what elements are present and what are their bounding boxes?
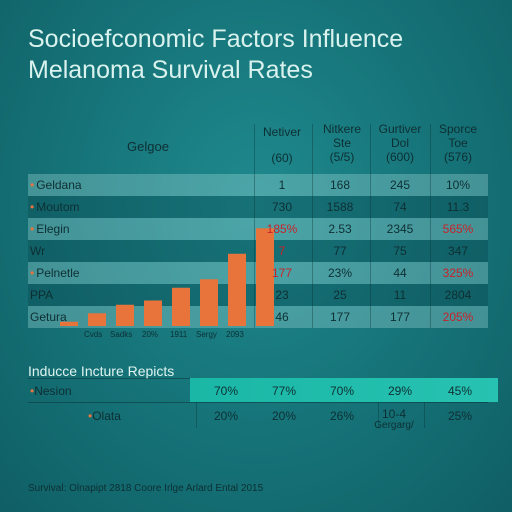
cell-7-4: 205% — [442, 310, 474, 324]
cell-7-3: 177 — [389, 310, 411, 324]
row-label-4: Wr — [30, 240, 45, 262]
row-label-1: • Geldana — [30, 174, 82, 196]
lower-row-label-1: •Nesion — [30, 384, 72, 398]
cell-4-3: 75 — [393, 244, 407, 258]
cell-5-2: 23% — [327, 266, 353, 280]
row-label-text: Moutom — [36, 200, 80, 214]
lower-cell-2-3: 26% — [329, 409, 355, 423]
cell-6-4: 2804 — [444, 288, 472, 302]
title-line-1: Socioefconomic Factors Influence — [28, 25, 404, 53]
lower-vline-1 — [196, 402, 197, 428]
row-label-text: Wr — [30, 244, 46, 258]
row-label-text: Pelnetle — [36, 266, 80, 280]
row-band-2 — [28, 196, 488, 218]
bullet-icon: • — [30, 266, 35, 280]
cell-5-1: 177 — [271, 266, 293, 280]
col-header-2-mid: Ste — [332, 136, 351, 150]
x-tick-label-5: Sergy — [196, 330, 217, 339]
grid-vline-2 — [312, 124, 313, 328]
title-line-2: Melanoma Survival Rates — [28, 56, 313, 84]
cell-6-2: 25 — [333, 288, 347, 302]
col-header-3: Gurtiver Dol (600) — [372, 122, 428, 164]
col-header-4-bottom: (576) — [443, 150, 472, 164]
cell-4-1: 7 — [278, 244, 286, 258]
cell-7-2: 177 — [329, 310, 351, 324]
grid-vline-1 — [254, 124, 255, 328]
lower-row-label-2-text: Olata — [92, 409, 121, 423]
grid-vline-4 — [430, 124, 431, 328]
cell-6-1: 23 — [275, 288, 289, 302]
cell-4-4: 347 — [447, 244, 469, 258]
col-header-4-mid: Toe — [448, 136, 468, 150]
x-tick-label-6: 2093 — [226, 330, 244, 339]
row-label-5: • Pelnetle — [30, 262, 80, 284]
cell-2-2: 1588 — [326, 200, 354, 214]
row-label-2: • Moutom — [30, 196, 80, 218]
cell-5-3: 44 — [393, 266, 407, 280]
lower-row-label-2: •Olata — [88, 409, 121, 423]
lower-section-title: Inducce Incture Repicts — [28, 363, 175, 379]
x-tick-label-3: 20% — [142, 330, 159, 339]
upper-label-header: Gelgoe — [127, 139, 169, 154]
col-header-2: Nitkere Ste (5/5) — [314, 122, 370, 164]
cell-3-1: 185% — [266, 222, 298, 236]
lower-highlight-band — [190, 378, 498, 402]
lower-vline-2 — [378, 402, 379, 428]
lower-cell-2-2: 20% — [271, 409, 297, 423]
cell-2-4: 11.3 — [446, 200, 470, 214]
lower-cell-1-4: 29% — [387, 384, 413, 398]
col-header-4: Sporce Toe (576) — [430, 122, 486, 164]
lower-cell-2-1: 20% — [213, 409, 239, 423]
source-footer: Survival: Olnapipt 2818 Coore Irlge Arla… — [28, 483, 264, 494]
x-tick-label-2: Sadks — [110, 330, 133, 339]
row-label-6: PPA — [30, 284, 53, 306]
grid-vline-3 — [370, 124, 371, 328]
row-label-text: PPA — [30, 288, 54, 302]
row-label-text: Geldana — [36, 178, 82, 192]
col-header-1-top: Netiver — [262, 125, 301, 139]
lower-cell-1-1: 70% — [213, 384, 239, 398]
cell-1-2: 168 — [329, 178, 351, 192]
cell-1-1: 1 — [278, 178, 286, 192]
col-header-2-bottom: (5/5) — [329, 150, 355, 164]
lower-vline-3 — [424, 402, 425, 428]
col-header-3-top: Gurtiver — [378, 122, 422, 136]
lower-sub-note: Gergarg/ — [374, 420, 414, 431]
lower-cell-2-4: 10-4 — [381, 407, 407, 421]
lower-cell-1-5: 45% — [447, 384, 473, 398]
lower-cell-1-2: 77% — [271, 384, 297, 398]
row-label-7: Getura — [30, 306, 67, 328]
bullet-icon: • — [30, 222, 35, 236]
lower-row-label-1-text: Nesion — [34, 384, 72, 398]
cell-3-4: 565% — [442, 222, 474, 236]
bullet-icon: • — [30, 178, 35, 192]
row-label-text: Getura — [30, 310, 67, 324]
cell-2-3: 74 — [393, 200, 407, 214]
cell-3-2: 2.53 — [328, 222, 352, 236]
chart-title: Socioefconomic Factors Influence Melanom… — [28, 24, 498, 86]
cell-1-4: 10% — [445, 178, 471, 192]
row-label-3: • Elegin — [30, 218, 70, 240]
col-header-4-top: Sporce — [438, 122, 478, 136]
lower-cell-1-3: 70% — [329, 384, 355, 398]
row-label-text: Elegin — [36, 222, 70, 236]
row-band-1 — [28, 174, 488, 196]
col-header-1: Netiver (60) — [254, 122, 310, 168]
cell-1-3: 245 — [389, 178, 411, 192]
lower-divider-mid — [28, 402, 488, 403]
cell-4-2: 77 — [333, 244, 347, 258]
cell-3-3: 2345 — [386, 222, 414, 236]
lower-cell-2-5: 25% — [447, 409, 473, 423]
cell-6-3: 11 — [393, 288, 407, 302]
col-header-1-bottom: (60) — [271, 151, 293, 165]
cell-7-1: 46 — [275, 310, 289, 324]
bullet-icon: • — [30, 200, 35, 214]
col-header-2-top: Nitkere — [322, 122, 361, 136]
cell-5-4: 325% — [442, 266, 474, 280]
x-tick-label-1: Cvds — [84, 330, 103, 339]
cell-2-1: 730 — [271, 200, 293, 214]
col-header-3-mid: Dol — [390, 136, 409, 150]
x-tick-label-4: 1911 — [170, 330, 188, 339]
col-header-3-bottom: (600) — [385, 150, 414, 164]
